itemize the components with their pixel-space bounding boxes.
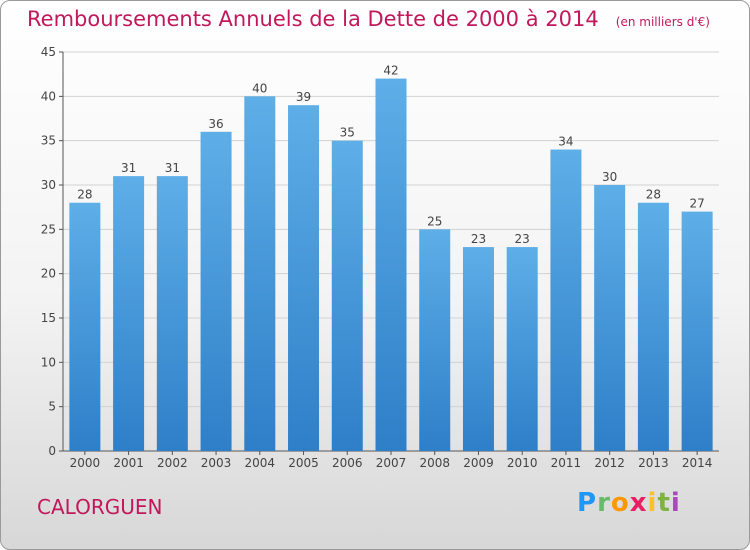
x-tick-label-2002: 2002 — [157, 456, 188, 470]
data-label-2010: 23 — [515, 232, 530, 246]
x-tick-label-2007: 2007 — [376, 456, 407, 470]
data-label-2005: 39 — [296, 90, 311, 104]
x-tick-label-2014: 2014 — [682, 456, 713, 470]
bar-2008 — [419, 229, 451, 451]
title-text: Remboursements Annuels de la Dette de 20… — [27, 7, 599, 31]
x-tick-label-2005: 2005 — [288, 456, 319, 470]
bar-2002 — [156, 176, 188, 451]
bar-2010 — [506, 247, 538, 451]
bar-2011 — [550, 149, 582, 452]
data-label-2011: 34 — [558, 135, 573, 149]
data-label-2008: 25 — [427, 214, 442, 228]
x-tick-label-2010: 2010 — [507, 456, 538, 470]
x-tick-label-2008: 2008 — [419, 456, 450, 470]
y-tick-label: 35 — [41, 134, 56, 148]
y-tick-label: 5 — [48, 400, 56, 414]
bar-2013 — [637, 202, 669, 451]
data-labels: 28 31 31 36 40 39 35 42 25 23 23 34 30 28 27 — [77, 64, 705, 246]
bar-2003 — [200, 131, 232, 452]
x-tick-label-2006: 2006 — [332, 456, 363, 470]
data-label-2012: 30 — [602, 170, 617, 184]
proxiti-logo: Proxiti — [577, 488, 681, 518]
bar-2006 — [331, 140, 363, 451]
unit-text: (en milliers d'€) — [615, 15, 710, 29]
data-label-2002: 31 — [165, 161, 180, 175]
data-label-2000: 28 — [77, 188, 92, 202]
y-tick-label: 20 — [41, 267, 56, 281]
bar-2001 — [113, 176, 145, 451]
x-tick-label-2001: 2001 — [113, 456, 144, 470]
chart-title: Remboursements Annuels de la Dette de 20… — [27, 7, 710, 31]
bar-2007 — [375, 78, 407, 451]
y-tick-label: 25 — [41, 222, 56, 236]
bar-2004 — [244, 96, 276, 451]
bar-2012 — [594, 185, 626, 451]
data-label-2003: 36 — [208, 117, 223, 131]
data-label-2013: 28 — [646, 188, 661, 202]
data-label-2007: 42 — [383, 64, 398, 78]
data-label-2004: 40 — [252, 81, 267, 95]
y-tick-label: 0 — [48, 444, 56, 458]
bar-2000 — [69, 202, 101, 451]
bar-2009 — [462, 247, 494, 451]
bars — [69, 78, 713, 452]
commune-name: CALORGUEN — [37, 495, 163, 519]
y-tick-label: 30 — [41, 178, 56, 192]
x-tick-label-2013: 2013 — [638, 456, 669, 470]
bar-2014 — [681, 211, 713, 451]
x-tick-label-2009: 2009 — [463, 456, 494, 470]
y-tick-label: 15 — [41, 311, 56, 325]
x-tick-label-2011: 2011 — [551, 456, 582, 470]
data-label-2014: 27 — [689, 197, 704, 211]
y-tick-label: 10 — [41, 355, 56, 369]
data-label-2006: 35 — [340, 126, 355, 140]
x-tick-label-2012: 2012 — [594, 456, 625, 470]
bar-2005 — [288, 105, 320, 451]
data-label-2001: 31 — [121, 161, 136, 175]
x-tick-label-2003: 2003 — [201, 456, 232, 470]
x-tick-label-2000: 2000 — [70, 456, 101, 470]
data-label-2009: 23 — [471, 232, 486, 246]
y-tick-label: 40 — [41, 89, 56, 103]
x-tick-label-2004: 2004 — [245, 456, 276, 470]
y-tick-label: 45 — [41, 45, 56, 59]
